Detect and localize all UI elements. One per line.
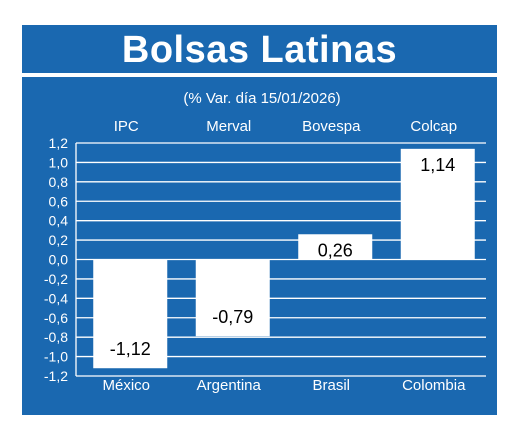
y-tick-label: 1,0 — [49, 154, 69, 170]
x-tick-label: México — [102, 377, 150, 394]
y-tick-label: -0,4 — [44, 290, 68, 306]
y-tick-label: -1,2 — [44, 368, 68, 384]
x-tick-label: Argentina — [197, 377, 262, 394]
index-label: Colcap — [410, 118, 457, 135]
y-tick-label: 0,0 — [49, 252, 69, 268]
y-tick-label: -0,8 — [44, 329, 68, 345]
bar — [298, 234, 373, 260]
bar — [400, 148, 475, 260]
bar-value-label: 1,14 — [420, 155, 455, 175]
bar-value-label: -1,12 — [110, 339, 151, 359]
y-tick-label: -1,0 — [44, 349, 68, 365]
y-tick-label: 0,2 — [49, 232, 69, 248]
bar — [93, 259, 168, 369]
y-tick-label: 0,6 — [49, 193, 69, 209]
y-tick-label: 1,2 — [49, 135, 69, 151]
index-label: Bovespa — [302, 118, 361, 135]
chart-title: Bolsas Latinas — [121, 29, 398, 71]
y-tick-label: 0,8 — [49, 174, 69, 190]
x-tick-label: Colombia — [402, 377, 466, 394]
bar — [195, 259, 270, 337]
y-tick-label: 0,4 — [49, 213, 69, 229]
x-tick-label: Brasil — [312, 377, 350, 394]
index-label: Merval — [206, 118, 251, 135]
bar-value-label: 0,26 — [318, 240, 353, 260]
chart-subtitle: (% Var. día 15/01/2026) — [183, 90, 340, 107]
index-label: IPC — [114, 118, 139, 135]
title-band: Bolsas Latinas — [22, 25, 497, 77]
y-tick-label: -0,6 — [44, 310, 68, 326]
bar-value-label: -0,79 — [212, 307, 253, 327]
y-tick-label: -0,2 — [44, 271, 68, 287]
